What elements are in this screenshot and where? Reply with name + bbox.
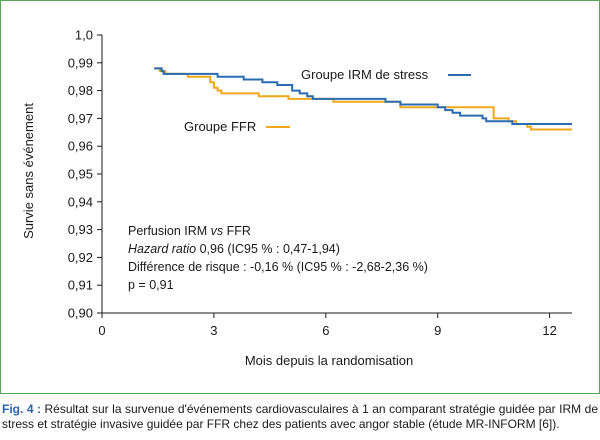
stats-annotation: Perfusion IRM vs FFR Hazard ratio 0,96 (… <box>128 224 428 292</box>
y-tick-label: 0,96 <box>68 139 93 154</box>
y-tick-label: 0,99 <box>68 55 93 70</box>
legend-irm-label: Groupe IRM de stress <box>301 67 429 82</box>
y-tick-label: 0,90 <box>68 306 93 321</box>
caption-label: Fig. 4 : <box>2 402 41 416</box>
legend-irm: Groupe IRM de stress <box>301 67 471 82</box>
annotation-line-2-b: 0,96 (IC95 % : 0,47-1,94) <box>196 242 340 256</box>
x-tick-label: 3 <box>210 323 217 338</box>
annotation-line-1-a: Perfusion IRM <box>128 224 211 238</box>
y-tick-label: 1,0 <box>75 28 93 43</box>
x-tick-label: 12 <box>542 323 556 338</box>
annotation-line-3: Différence de risque : -0,16 % (IC95 % :… <box>128 260 428 274</box>
annotation-line-1-b: vs <box>211 224 224 238</box>
y-tick-label: 0,95 <box>68 167 93 182</box>
y-ticks: 0,90 0,91 0,92 0,93 0,94 0,95 0,96 0,97 0,98 0,99… <box>68 28 102 321</box>
annotation-line-1: Perfusion IRM vs FFR <box>128 224 251 238</box>
figure-caption: Fig. 4 : Résultat sur la survenue d'évén… <box>2 402 598 432</box>
y-tick-label: 0,94 <box>68 194 93 209</box>
series-layer <box>154 67 572 131</box>
legend-ffr: Groupe FFR <box>184 119 290 134</box>
x-ticks: 0 3 6 9 12 <box>98 313 557 338</box>
x-tick-label: 9 <box>434 323 441 338</box>
series-irm-line <box>154 67 572 125</box>
legend-ffr-label: Groupe FFR <box>184 119 256 134</box>
annotation-line-2: Hazard ratio 0,96 (IC95 % : 0,47-1,94) <box>128 242 340 256</box>
y-tick-label: 0,91 <box>68 278 93 293</box>
x-tick-label: 0 <box>98 323 105 338</box>
annotation-line-1-c: FFR <box>223 224 251 238</box>
annotation-line-4: p = 0,91 <box>128 278 174 292</box>
y-tick-label: 0,92 <box>68 250 93 265</box>
y-axis-label: Survie sans événement <box>21 103 36 239</box>
x-axis-label: Mois depuis la randomisation <box>245 353 413 368</box>
y-tick-label: 0,93 <box>68 222 93 237</box>
series-ffr-line <box>154 67 572 131</box>
x-tick-label: 6 <box>322 323 329 338</box>
caption-text: Résultat sur la survenue d'événements ca… <box>2 402 599 431</box>
y-tick-label: 0,97 <box>68 111 93 126</box>
figure-panel: 0,90 0,91 0,92 0,93 0,94 0,95 0,96 0,97 0,98 0,99… <box>0 0 600 394</box>
y-tick-label: 0,98 <box>68 83 93 98</box>
survival-chart: 0,90 0,91 0,92 0,93 0,94 0,95 0,96 0,97 0,98 0,99… <box>21 28 572 368</box>
annotation-line-2-a: Hazard ratio <box>128 242 196 256</box>
